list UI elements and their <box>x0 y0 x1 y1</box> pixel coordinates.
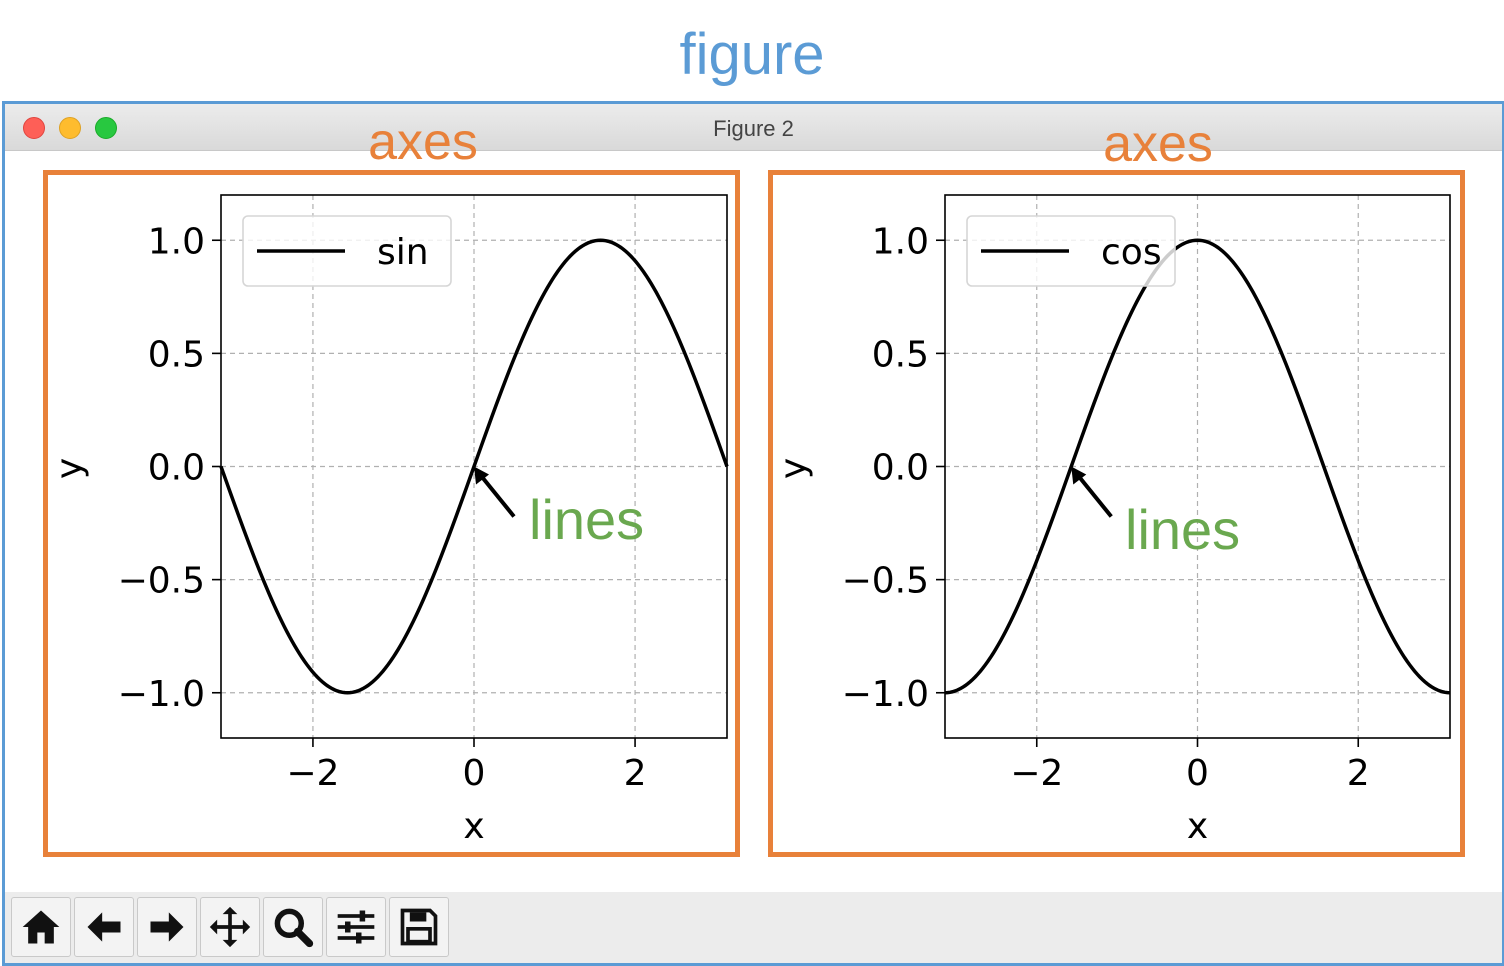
annotation-arrow-shaft <box>1075 473 1113 518</box>
y-tick-label: −0.5 <box>118 561 205 602</box>
zoom-button[interactable] <box>263 897 323 957</box>
axes-label-right: axes <box>1103 115 1213 173</box>
configure-subplots-button[interactable] <box>326 897 386 957</box>
save-button[interactable] <box>389 897 449 957</box>
sliders-icon <box>337 910 375 944</box>
y-tick-label: −1.0 <box>118 674 205 715</box>
x-axis-label: x <box>463 806 484 847</box>
y-tick-label: −1.0 <box>842 674 929 715</box>
legend-box <box>242 215 452 287</box>
x-axis-label: x <box>1187 806 1208 847</box>
y-tick-label: 0.0 <box>872 448 929 489</box>
legend-label: cos <box>1101 232 1162 273</box>
close-window-button[interactable] <box>23 117 45 139</box>
chart-sin: −2 0 2 1.0 0.5 0.0 −0.5 −1.0 x y sin <box>49 194 729 847</box>
x-tick-label: 0 <box>463 753 486 794</box>
home-icon <box>22 910 60 944</box>
x-tick-label: −2 <box>1010 753 1063 794</box>
y-tick-label: 0.5 <box>872 334 929 375</box>
minimize-window-button[interactable] <box>59 117 81 139</box>
magnifier-icon <box>274 908 314 948</box>
forward-button[interactable] <box>137 897 197 957</box>
zoom-window-button[interactable] <box>95 117 117 139</box>
y-axis-label: y <box>773 458 814 479</box>
y-tick-label: −0.5 <box>842 561 929 602</box>
annotation-arrow-head <box>474 466 489 485</box>
title-bar[interactable]: Figure 2 <box>5 104 1502 151</box>
chart-cos: −2 0 2 1.0 0.5 0.0 −0.5 −1.0 x y cos <box>773 194 1451 847</box>
arrow-left-icon <box>87 912 121 942</box>
series-line-cos <box>944 238 1451 695</box>
navigation-toolbar <box>5 892 1502 963</box>
x-tick-label: −2 <box>286 753 339 794</box>
y-tick-label: 0.0 <box>148 448 205 489</box>
lines-label-left: lines <box>529 488 645 551</box>
figure-label: figure <box>679 22 825 87</box>
window-title: Figure 2 <box>713 116 794 141</box>
legend-box <box>966 215 1176 287</box>
annotation-arrow-head <box>1071 466 1087 485</box>
x-tick-label: 2 <box>1347 753 1370 794</box>
floppy-icon <box>400 908 438 946</box>
axes-box-right <box>768 170 1465 857</box>
axes-label-left: axes <box>368 113 478 171</box>
figure-window: Figure 2 axes axes −2 0 2 1.0 0.5 0.0 −0.5 −1.0… <box>2 101 1504 966</box>
annotation-arrow-shaft <box>478 473 516 518</box>
pan-button[interactable] <box>200 897 260 957</box>
y-tick-label: 1.0 <box>148 221 205 262</box>
home-button[interactable] <box>11 897 71 957</box>
y-axis-label: y <box>49 458 90 479</box>
y-tick-label: 1.0 <box>872 221 929 262</box>
move-icon <box>209 906 251 948</box>
x-tick-label: 2 <box>624 753 647 794</box>
y-tick-label: 0.5 <box>148 334 205 375</box>
axes-box-left <box>43 170 740 857</box>
lines-label-right: lines <box>1125 498 1241 561</box>
arrow-right-icon <box>150 912 184 942</box>
back-button[interactable] <box>74 897 134 957</box>
legend-label: sin <box>377 232 429 273</box>
x-tick-label: 0 <box>1186 753 1209 794</box>
